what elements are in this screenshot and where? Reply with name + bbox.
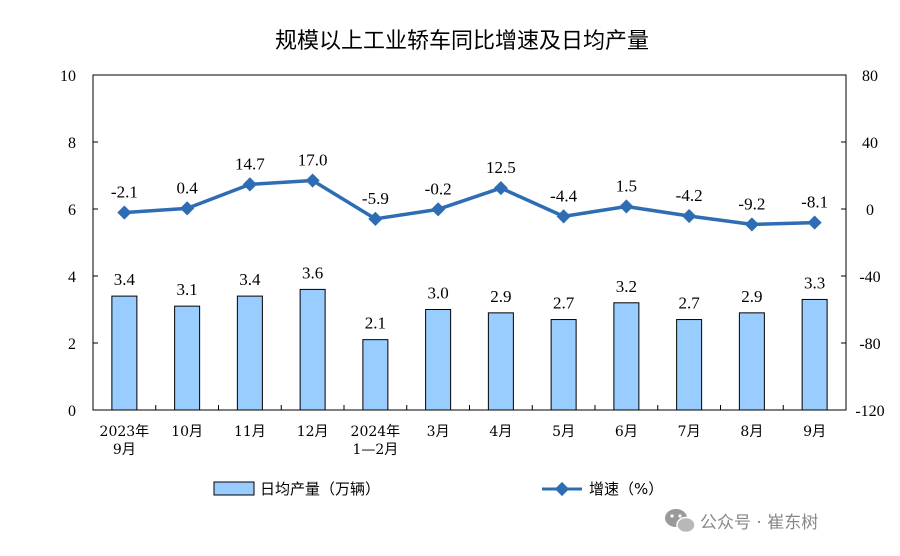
bar-data-label: 3.4 xyxy=(114,270,136,289)
left-axis: 0 2 4 6 8 10 xyxy=(60,68,98,420)
line-marker xyxy=(682,208,697,224)
x-tick-label: 1—2月 xyxy=(352,442,398,458)
bar xyxy=(738,312,765,411)
line-marker xyxy=(431,202,446,217)
x-tick-label: 5月 xyxy=(552,424,575,440)
x-tick-label: 9月 xyxy=(113,442,136,458)
bar-data-label: 3.0 xyxy=(428,284,449,303)
line-data-label: -5.9 xyxy=(362,189,389,208)
y-right-tick-label: -120 xyxy=(855,403,884,420)
bar-data-label: 2.1 xyxy=(365,314,386,333)
legend: 日均产量（万辆） 增速（%） xyxy=(213,480,663,498)
line-marker xyxy=(305,173,320,188)
x-tick-label: 2023年 xyxy=(100,424,150,440)
line-data-label: -4.4 xyxy=(550,186,577,205)
bar xyxy=(550,319,577,411)
x-tick-label: 4月 xyxy=(489,424,512,440)
x-axis: 2023年 9月 10月 11月 12月 2024年 1—2月 3月 4月 5月 6月 7月 8月 9月 xyxy=(92,405,847,458)
y-right-tick-label: 0 xyxy=(866,202,874,219)
bar-data-label: 2.7 xyxy=(679,294,701,313)
bar xyxy=(111,295,138,411)
bar xyxy=(425,309,452,411)
x-tick-label: 12月 xyxy=(297,424,329,440)
bar-data-label: 3.1 xyxy=(177,280,198,299)
x-tick-label: 8月 xyxy=(740,424,763,440)
bar-series: 3.4 3.1 3.4 3.6 2.1 3.0 2.9 2.7 3.2 2.7 2.9 3.3 xyxy=(111,263,828,411)
line-marker xyxy=(493,180,508,196)
legend-line-label: 增速（%） xyxy=(589,480,663,498)
line-data-label: 0.4 xyxy=(177,178,199,197)
y-left-tick-label: 0 xyxy=(68,403,76,420)
line-marker xyxy=(242,177,257,192)
watermark-text: 公众号 · 崔东树 xyxy=(700,513,818,533)
bar-data-label: 3.4 xyxy=(239,270,261,289)
legend-bar-swatch xyxy=(213,481,255,496)
line-data-label: -0.2 xyxy=(425,179,452,198)
bar xyxy=(676,319,703,411)
bar xyxy=(299,288,326,411)
y-left-tick-label: 2 xyxy=(68,336,76,353)
line-data-label: 17.0 xyxy=(298,151,328,170)
x-tick-label: 9月 xyxy=(803,424,826,440)
line-data-label: -9.2 xyxy=(738,194,765,213)
y-left-tick-label: 6 xyxy=(68,202,76,219)
line-marker xyxy=(744,217,759,232)
y-left-tick-label: 4 xyxy=(68,269,76,286)
bar-data-label: 3.6 xyxy=(302,263,323,282)
line-data-label: 1.5 xyxy=(616,176,637,195)
bar-data-label: 2.7 xyxy=(553,294,575,313)
bar xyxy=(487,312,514,411)
bar xyxy=(236,295,263,411)
bar-data-label: 3.3 xyxy=(804,273,825,292)
bar xyxy=(362,339,389,411)
x-tick-label: 7月 xyxy=(678,424,701,440)
x-tick-label: 11月 xyxy=(234,424,266,440)
line-data-label: 14.7 xyxy=(235,154,265,173)
y-left-tick-label: 10 xyxy=(60,68,76,85)
y-right-tick-label: 40 xyxy=(862,135,878,152)
bar-data-label: 2.9 xyxy=(490,287,511,306)
x-tick-label: 3月 xyxy=(427,424,450,440)
line-path xyxy=(124,178,815,227)
wechat-icon xyxy=(665,509,696,534)
bar xyxy=(613,302,640,411)
x-tick-label: 6月 xyxy=(615,424,638,440)
line-marker xyxy=(556,209,571,224)
line-marker xyxy=(619,199,634,214)
chart-title: 规模以上工业轿车同比增速及日均产量 xyxy=(275,29,649,54)
bar xyxy=(801,298,828,411)
y-right-tick-label: 80 xyxy=(862,68,878,85)
line-marker xyxy=(117,205,132,220)
line-marker xyxy=(368,211,383,226)
line-data-label: -4.2 xyxy=(676,186,703,205)
y-left-tick-label: 8 xyxy=(68,135,76,152)
line-data-label: -8.1 xyxy=(801,193,828,212)
line-series: -2.1 0.4 14.7 17.0 -5.9 -0.2 12.5 -4.4 1.5 -4.2 -9… xyxy=(111,151,828,232)
bar-data-label: 3.2 xyxy=(616,277,637,296)
plot-border xyxy=(92,74,847,411)
legend-line-marker xyxy=(554,481,570,497)
plot-frame xyxy=(92,74,847,411)
bar-data-label: 2.9 xyxy=(741,287,762,306)
line-data-label: -2.1 xyxy=(111,183,138,202)
y-right-tick-label: -80 xyxy=(859,336,880,353)
line-data-label: 12.5 xyxy=(486,158,516,177)
line-marker xyxy=(807,215,822,230)
legend-bar-label: 日均产量（万辆） xyxy=(260,480,380,498)
x-tick-label: 2024年 xyxy=(351,424,401,440)
line-marker xyxy=(180,201,195,216)
x-tick-label: 10月 xyxy=(171,424,203,440)
right-axis: -120 -80 -40 0 40 80 xyxy=(841,68,885,420)
y-right-tick-label: -40 xyxy=(859,269,880,286)
watermark: 公众号 · 崔东树 xyxy=(665,509,818,534)
bar xyxy=(174,305,201,411)
